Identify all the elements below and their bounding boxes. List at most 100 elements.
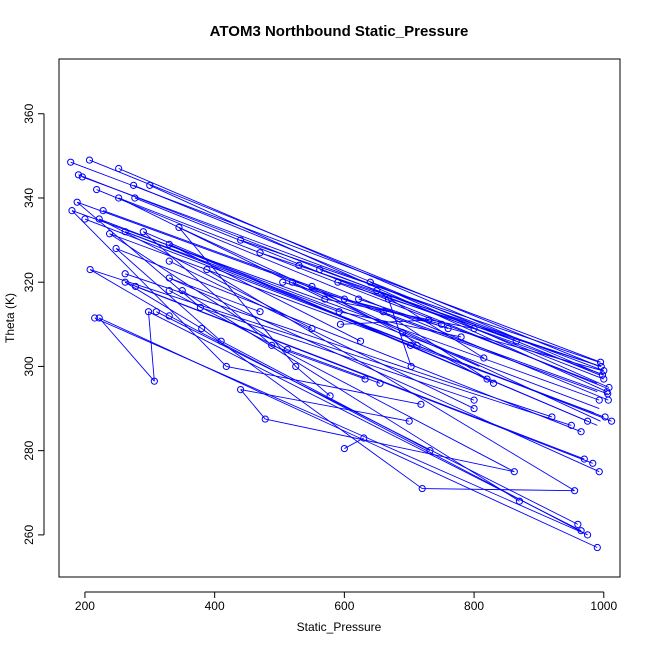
data-point <box>489 379 498 387</box>
data-point <box>165 240 173 248</box>
data-point <box>567 421 575 429</box>
x-axis-title: Static_Pressure <box>297 620 382 634</box>
data-point <box>150 377 158 385</box>
data-segment <box>220 340 431 452</box>
data-point <box>583 531 592 539</box>
data-point <box>596 358 605 366</box>
data-segment <box>118 197 326 300</box>
data-point <box>379 308 387 316</box>
data-point <box>222 362 230 371</box>
data-segment <box>133 184 600 376</box>
data-point <box>129 181 138 189</box>
data-point <box>580 455 588 463</box>
data-point <box>115 194 123 202</box>
data-segment <box>124 231 340 313</box>
data-point <box>81 215 89 223</box>
x-tick-label: 600 <box>334 599 354 613</box>
data-point <box>326 392 334 400</box>
data-point <box>515 497 524 505</box>
data-segment <box>99 218 313 329</box>
data-point <box>236 236 245 244</box>
data-point <box>203 265 211 274</box>
y-tick-label: 280 <box>22 440 36 460</box>
data-point <box>68 207 76 215</box>
data-point <box>384 295 393 303</box>
data-segment <box>282 281 603 372</box>
data-point <box>175 223 183 232</box>
data-segment <box>340 319 429 325</box>
data-point <box>413 341 421 349</box>
data-segment <box>143 231 273 346</box>
data-segment <box>295 366 331 397</box>
data-segment <box>169 290 515 473</box>
data-segment <box>344 437 365 449</box>
data-segment <box>240 239 600 363</box>
data-point <box>457 333 465 341</box>
data-point <box>256 249 264 257</box>
data-point <box>336 320 345 328</box>
data-point <box>74 171 83 179</box>
data-point <box>605 383 613 392</box>
data-point <box>121 270 129 278</box>
data-point <box>261 415 269 423</box>
data-segment <box>226 365 421 405</box>
y-tick-label: 300 <box>22 356 36 376</box>
data-point <box>139 228 147 236</box>
data-point <box>85 156 94 164</box>
data-point <box>295 261 303 269</box>
data-points <box>67 156 616 552</box>
data-point <box>366 278 374 286</box>
data-point <box>112 244 120 253</box>
data-segment <box>240 389 266 420</box>
data-segment <box>370 281 610 388</box>
data-point <box>604 396 612 404</box>
data-segment <box>271 344 366 380</box>
data-point <box>256 308 264 316</box>
data-point <box>292 362 300 371</box>
data-point <box>418 484 426 493</box>
data-point <box>356 337 365 345</box>
data-point <box>425 316 433 324</box>
data-point <box>178 287 186 295</box>
x-tick-label: 400 <box>205 599 225 613</box>
data-point <box>399 329 407 337</box>
data-point <box>583 417 592 425</box>
data-point <box>470 396 478 404</box>
x-tick-label: 800 <box>464 599 484 613</box>
data-point <box>165 257 173 265</box>
data-point <box>121 228 129 236</box>
data-point <box>115 164 123 173</box>
data-point <box>607 417 616 425</box>
data-point <box>144 308 153 316</box>
plot-frame <box>58 58 621 578</box>
data-segment <box>265 418 515 473</box>
data-segment <box>109 233 288 350</box>
data-point <box>361 375 369 383</box>
data-segment <box>422 488 575 492</box>
data-point <box>376 379 384 387</box>
data-point <box>577 428 585 436</box>
y-tick-label: 320 <box>22 272 36 292</box>
data-segment <box>148 311 155 382</box>
data-point <box>512 337 520 345</box>
data-point <box>470 404 478 413</box>
data-segment <box>298 264 604 376</box>
data-point <box>131 194 139 202</box>
data-segment <box>169 277 600 473</box>
data-point <box>146 181 154 189</box>
x-tick-label: 200 <box>75 599 95 613</box>
data-point <box>600 375 608 383</box>
data-point <box>593 543 601 552</box>
data-point <box>595 468 603 476</box>
data-point <box>316 265 324 274</box>
y-tick-label: 360 <box>22 103 36 123</box>
data-point <box>196 303 204 312</box>
y-axis-title: Theta (K) <box>3 293 17 343</box>
y-axis: 260 280 300 320 340 360 <box>22 103 45 545</box>
data-point <box>598 371 607 379</box>
data-segments <box>70 159 612 548</box>
data-segment <box>124 281 202 329</box>
data-point <box>165 287 173 295</box>
